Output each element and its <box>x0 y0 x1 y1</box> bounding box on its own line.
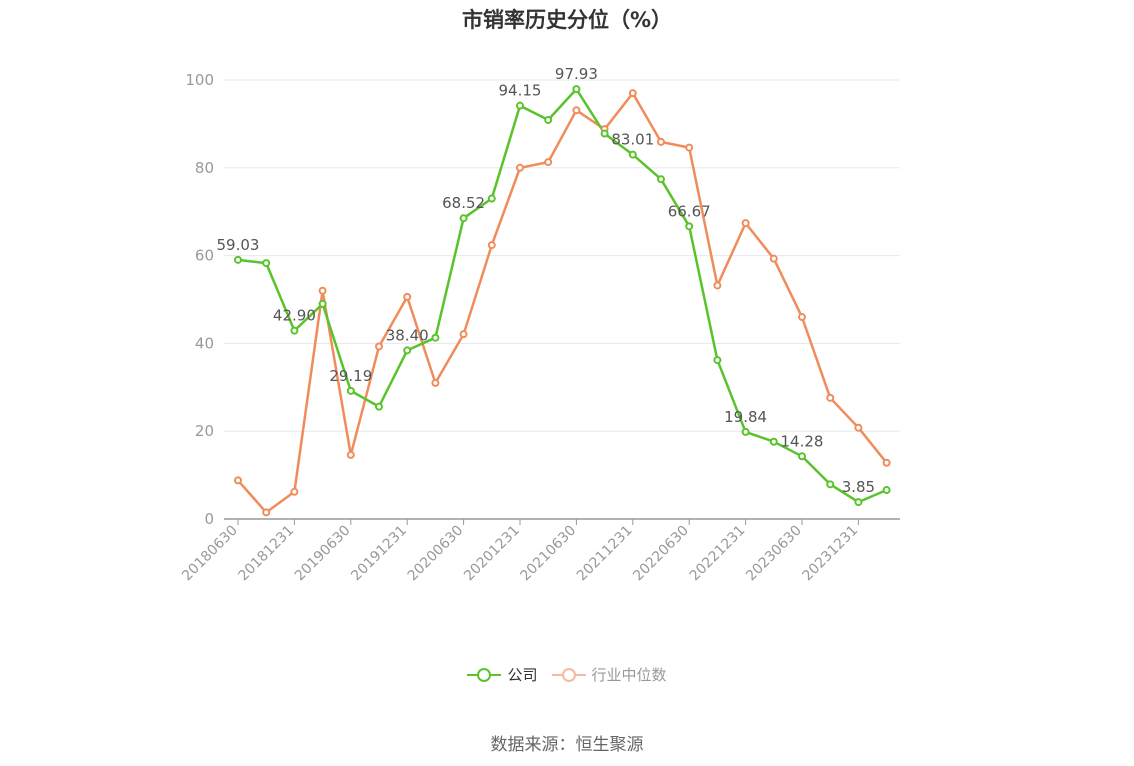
data-point <box>600 129 609 138</box>
data-point <box>318 299 327 308</box>
legend-company-label: 公司 <box>507 666 538 684</box>
x-tick-label: 20200630 <box>405 523 467 585</box>
x-tick-label: 20210630 <box>518 523 580 585</box>
y-axis-ticks: 0 20 40 60 80 100 <box>185 71 214 528</box>
legend-item-industry[interactable]: 行业中位数 <box>551 664 667 685</box>
data-label: 83.01 <box>611 131 654 149</box>
legend: 公司 行业中位数 <box>0 664 1134 685</box>
data-point <box>234 255 242 264</box>
data-point <box>657 137 665 146</box>
x-tick-label: 20231231 <box>800 523 862 585</box>
series-lines <box>237 87 888 514</box>
x-tick-label: 20221231 <box>687 523 749 585</box>
data-point <box>741 427 750 436</box>
data-point <box>628 150 637 159</box>
chart-title: 市销率历史分位（%） <box>461 8 673 32</box>
line-chart: 0 20 40 60 80 100 201806302018123120190630201… <box>179 65 900 585</box>
data-point <box>431 333 440 342</box>
series-points <box>234 85 891 517</box>
series-line-0 <box>237 87 888 504</box>
data-point <box>403 292 412 301</box>
data-label: 66.67 <box>668 202 711 220</box>
data-point <box>628 89 637 98</box>
data-point <box>459 214 468 223</box>
source-note: 数据来源：恒生聚源 <box>490 735 644 755</box>
data-point <box>685 143 694 152</box>
data-point <box>713 281 722 290</box>
data-point <box>685 222 694 231</box>
data-point <box>318 286 327 295</box>
data-labels: 59.03 42.90 29.19 38.40 68.52 94.15 97.93 83.01… <box>217 65 876 496</box>
data-point <box>826 393 835 402</box>
legend-item-company[interactable]: 公司 <box>467 664 538 685</box>
y-tick-label: 60 <box>195 247 214 265</box>
data-point <box>262 508 271 517</box>
data-point <box>262 259 271 268</box>
data-point <box>234 476 242 485</box>
data-label: 59.03 <box>217 236 260 254</box>
data-label: 19.84 <box>724 408 767 426</box>
data-label: 3.85 <box>842 478 875 496</box>
x-tick-label: 20180630 <box>179 523 241 585</box>
y-tick-label: 80 <box>195 159 214 177</box>
data-point <box>403 346 412 355</box>
data-point <box>487 241 496 250</box>
data-point <box>854 498 863 507</box>
data-point <box>826 480 835 489</box>
legend-industry-label: 行业中位数 <box>591 666 667 684</box>
x-tick-label: 20211231 <box>574 523 636 585</box>
data-point <box>516 163 524 172</box>
data-point <box>572 106 581 115</box>
data-label: 14.28 <box>781 432 824 450</box>
data-point <box>459 330 468 339</box>
x-tick-label: 20220630 <box>630 523 692 585</box>
y-tick-label: 20 <box>195 422 214 440</box>
x-tick-label: 20181231 <box>236 523 298 585</box>
data-point <box>798 452 806 461</box>
y-tick-label: 100 <box>185 71 214 89</box>
data-point <box>769 437 778 446</box>
data-label: 97.93 <box>555 65 598 83</box>
data-point <box>882 486 891 495</box>
data-point <box>516 101 524 110</box>
data-point <box>290 326 299 335</box>
data-point <box>375 402 383 411</box>
data-label: 29.19 <box>329 367 372 385</box>
x-tick-label: 20201231 <box>461 523 523 585</box>
series-line-1 <box>237 91 888 514</box>
x-axis: 2018063020181231201906302019123120200630… <box>179 518 900 585</box>
data-point <box>713 356 722 365</box>
data-point <box>431 378 440 387</box>
data-point <box>854 423 863 432</box>
data-point <box>346 450 355 459</box>
grid-lines <box>224 79 900 432</box>
data-point <box>544 158 553 167</box>
x-tick-label: 20190630 <box>292 523 354 585</box>
data-point <box>798 313 806 322</box>
data-point <box>346 386 355 395</box>
x-tick-label: 20230630 <box>743 523 805 585</box>
legend-company-marker-icon <box>467 667 502 682</box>
data-point <box>544 115 553 124</box>
data-point <box>657 175 665 184</box>
x-tick-label: 20191231 <box>348 523 410 585</box>
data-label: 38.40 <box>386 326 429 344</box>
data-label: 94.15 <box>499 82 542 100</box>
y-tick-label: 0 <box>204 510 214 528</box>
data-point <box>290 487 299 496</box>
data-point <box>741 219 750 228</box>
data-point <box>882 458 891 467</box>
data-point <box>487 194 496 203</box>
data-point <box>375 342 383 351</box>
data-label: 68.52 <box>442 194 485 212</box>
data-point <box>572 85 581 94</box>
data-point <box>769 254 778 263</box>
legend-industry-marker-icon <box>551 667 586 682</box>
y-tick-label: 40 <box>195 334 214 352</box>
data-label: 42.90 <box>273 307 316 325</box>
